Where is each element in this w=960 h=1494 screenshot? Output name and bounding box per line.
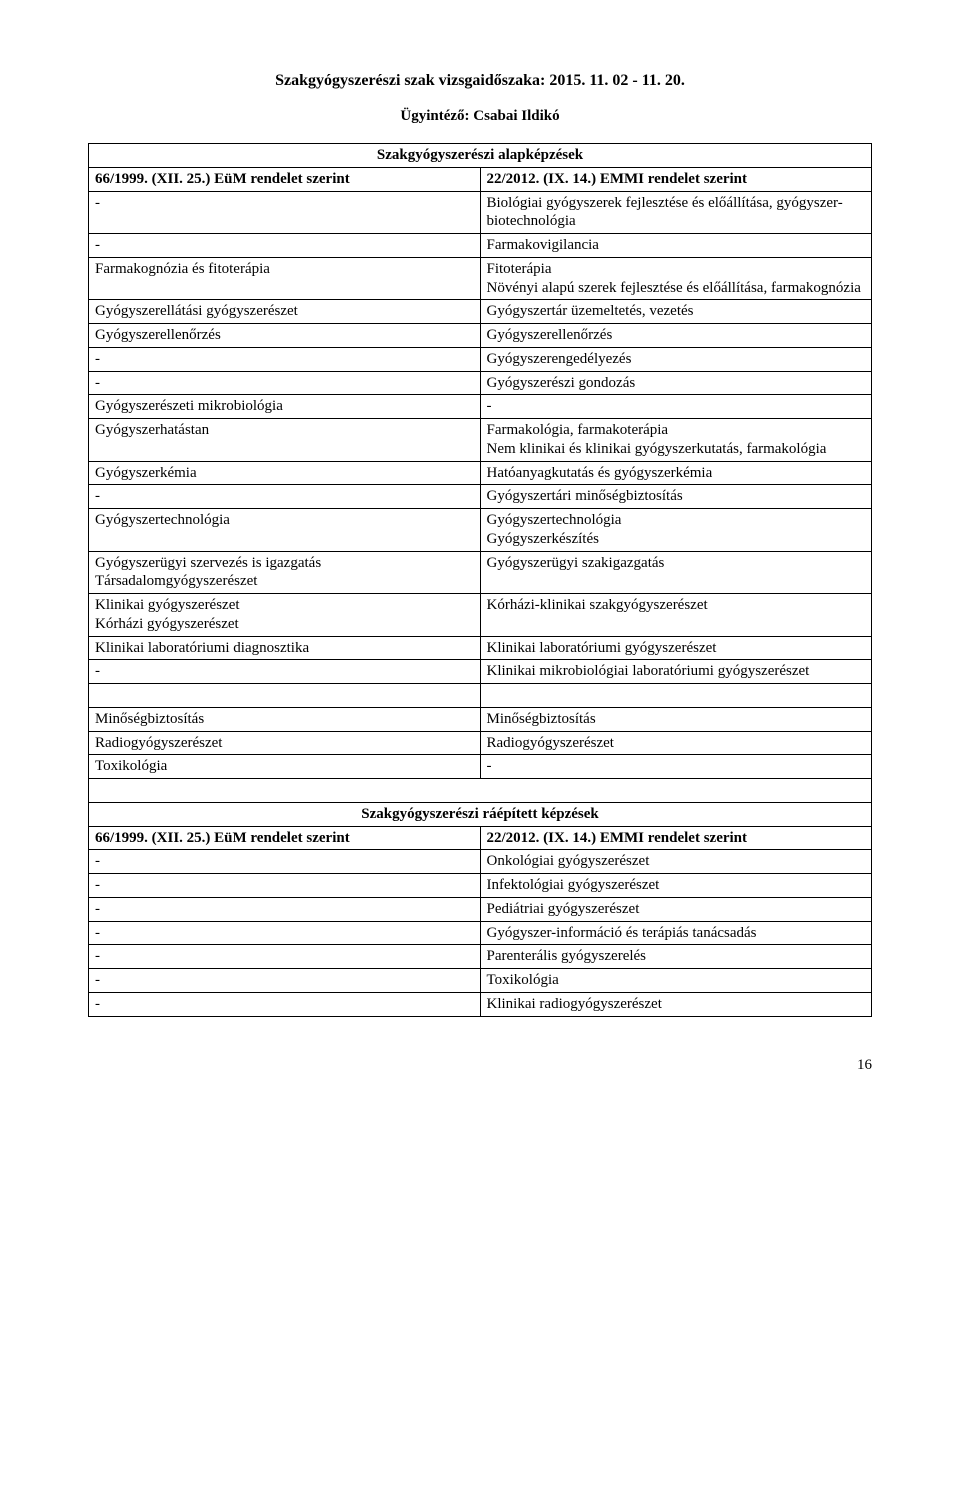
table-row: -Klinikai mikrobiológiai laboratóriumi g… bbox=[89, 660, 872, 684]
table-row: -Gyógyszertári minőségbiztosítás bbox=[89, 485, 872, 509]
table-row: Gyógyszerügyi szervezés is igazgatásTárs… bbox=[89, 551, 872, 594]
table-cell: Onkológiai gyógyszerészet bbox=[480, 850, 872, 874]
table-cell: Toxikológia bbox=[89, 755, 481, 779]
table-row: -Gyógyszerengedélyezés bbox=[89, 347, 872, 371]
table-cell: - bbox=[89, 371, 481, 395]
table-cell: Farmakovigilancia bbox=[480, 234, 872, 258]
table-row: -Biológiai gyógyszerek fejlesztése és el… bbox=[89, 191, 872, 234]
table-row: GyógyszerkémiaHatóanyagkutatás és gyógys… bbox=[89, 461, 872, 485]
page-title: Szakgyógyszerészi szak vizsgaidőszaka: 2… bbox=[88, 72, 872, 90]
table-row: GyógyszerhatástanFarmakológia, farmakote… bbox=[89, 419, 872, 462]
table-row: -Farmakovigilancia bbox=[89, 234, 872, 258]
section-2-title: Szakgyógyszerészi ráépített képzések bbox=[89, 802, 872, 826]
table-cell: Farmakológia, farmakoterápiaNem klinikai… bbox=[480, 419, 872, 462]
table-row: Klinikai laboratóriumi diagnosztikaKlini… bbox=[89, 636, 872, 660]
table-cell: Kórházi-klinikai szakgyógyszerészet bbox=[480, 594, 872, 637]
table-row: -Klinikai radiogyógyszerészet bbox=[89, 992, 872, 1016]
table-cell: - bbox=[89, 992, 481, 1016]
table-cell: Klinikai radiogyógyszerészet bbox=[480, 992, 872, 1016]
table-cell: - bbox=[89, 897, 481, 921]
table-cell: Minőségbiztosítás bbox=[89, 707, 481, 731]
table-cell: Klinikai laboratóriumi gyógyszerészet bbox=[480, 636, 872, 660]
spacer-row bbox=[89, 684, 872, 708]
table-cell: Klinikai laboratóriumi diagnosztika bbox=[89, 636, 481, 660]
table-row: Farmakognózia és fitoterápiaFitoterápiaN… bbox=[89, 257, 872, 300]
table-cell: Gyógyszerengedélyezés bbox=[480, 347, 872, 371]
table-cell: - bbox=[89, 921, 481, 945]
table-cell: Infektológiai gyógyszerészet bbox=[480, 874, 872, 898]
table-row: Toxikológia- bbox=[89, 755, 872, 779]
table-cell: - bbox=[89, 874, 481, 898]
table-row: GyógyszerellenőrzésGyógyszerellenőrzés bbox=[89, 324, 872, 348]
table-cell: Minőségbiztosítás bbox=[480, 707, 872, 731]
admin-line: Ügyintéző: Csabai Ildikó bbox=[88, 108, 872, 125]
table-cell: - bbox=[89, 969, 481, 993]
table-cell: Gyógyszerhatástan bbox=[89, 419, 481, 462]
table-cell: Biológiai gyógyszerek fejlesztése és elő… bbox=[480, 191, 872, 234]
header2-right: 22/2012. (IX. 14.) EMMI rendelet szerint bbox=[480, 826, 872, 850]
table-cell: Gyógyszertechnológia bbox=[89, 509, 481, 552]
table-cell: Gyógyszerészeti mikrobiológia bbox=[89, 395, 481, 419]
table-cell: Gyógyszerellenőrzés bbox=[89, 324, 481, 348]
table-cell: Hatóanyagkutatás és gyógyszerkémia bbox=[480, 461, 872, 485]
table-cell: - bbox=[89, 234, 481, 258]
table-cell: Gyógyszerügyi szervezés is igazgatásTárs… bbox=[89, 551, 481, 594]
table-cell: Gyógyszertár üzemeltetés, vezetés bbox=[480, 300, 872, 324]
header2-left: 66/1999. (XII. 25.) EüM rendelet szerint bbox=[89, 826, 481, 850]
table-row: -Parenterális gyógyszerelés bbox=[89, 945, 872, 969]
table-cell: Gyógyszerészi gondozás bbox=[480, 371, 872, 395]
main-table: Szakgyógyszerészi alapképzések 66/1999. … bbox=[88, 143, 872, 1017]
table-cell: GyógyszertechnológiaGyógyszerkészítés bbox=[480, 509, 872, 552]
table-row: -Gyógyszer-információ és terápiás tanács… bbox=[89, 921, 872, 945]
table-row: MinőségbiztosításMinőségbiztosítás bbox=[89, 707, 872, 731]
table-cell: Radiogyógyszerészet bbox=[480, 731, 872, 755]
section-1-title: Szakgyógyszerészi alapképzések bbox=[89, 144, 872, 168]
table-row: Gyógyszerészeti mikrobiológia- bbox=[89, 395, 872, 419]
table-cell: Farmakognózia és fitoterápia bbox=[89, 257, 481, 300]
table-row: GyógyszertechnológiaGyógyszertechnológia… bbox=[89, 509, 872, 552]
table-cell: Gyógyszerellenőrzés bbox=[480, 324, 872, 348]
page-number: 16 bbox=[88, 1057, 872, 1074]
table-cell: Radiogyógyszerészet bbox=[89, 731, 481, 755]
table-cell: - bbox=[89, 191, 481, 234]
table-cell: Klinikai mikrobiológiai laboratóriumi gy… bbox=[480, 660, 872, 684]
table-cell: - bbox=[480, 395, 872, 419]
table-cell: Gyógyszerellátási gyógyszerészet bbox=[89, 300, 481, 324]
table-cell: - bbox=[89, 945, 481, 969]
table-row: -Gyógyszerészi gondozás bbox=[89, 371, 872, 395]
table-cell: Gyógyszer-információ és terápiás tanácsa… bbox=[480, 921, 872, 945]
header-left: 66/1999. (XII. 25.) EüM rendelet szerint bbox=[89, 167, 481, 191]
table-cell: Klinikai gyógyszerészetKórházi gyógyszer… bbox=[89, 594, 481, 637]
table-row: -Onkológiai gyógyszerészet bbox=[89, 850, 872, 874]
table-row: -Toxikológia bbox=[89, 969, 872, 993]
table-cell: Pediátriai gyógyszerészet bbox=[480, 897, 872, 921]
table-row: -Pediátriai gyógyszerészet bbox=[89, 897, 872, 921]
table-cell: - bbox=[89, 485, 481, 509]
table-row: RadiogyógyszerészetRadiogyógyszerészet bbox=[89, 731, 872, 755]
table-row: -Infektológiai gyógyszerészet bbox=[89, 874, 872, 898]
table-cell: Parenterális gyógyszerelés bbox=[480, 945, 872, 969]
table-cell: - bbox=[89, 660, 481, 684]
header-right: 22/2012. (IX. 14.) EMMI rendelet szerint bbox=[480, 167, 872, 191]
table-cell: FitoterápiaNövényi alapú szerek fejleszt… bbox=[480, 257, 872, 300]
table-cell: Toxikológia bbox=[480, 969, 872, 993]
table-cell: Gyógyszertári minőségbiztosítás bbox=[480, 485, 872, 509]
table-cell: Gyógyszerkémia bbox=[89, 461, 481, 485]
table-cell: Gyógyszerügyi szakigazgatás bbox=[480, 551, 872, 594]
table-cell: - bbox=[480, 755, 872, 779]
table-cell: - bbox=[89, 850, 481, 874]
table-cell: - bbox=[89, 347, 481, 371]
spacer-row bbox=[89, 779, 872, 803]
table-row: Klinikai gyógyszerészetKórházi gyógyszer… bbox=[89, 594, 872, 637]
table-row: Gyógyszerellátási gyógyszerészetGyógysze… bbox=[89, 300, 872, 324]
